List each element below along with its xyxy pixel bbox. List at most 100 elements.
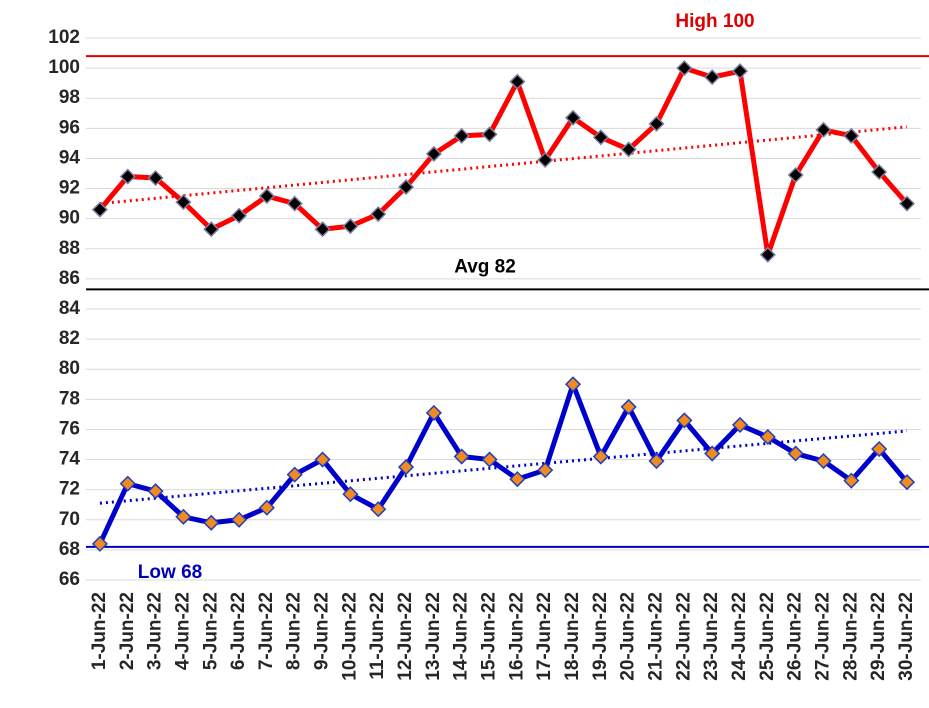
series-line (98, 65, 909, 258)
marker (147, 483, 164, 500)
marker (509, 73, 526, 90)
marker (731, 416, 749, 433)
y-tick-label: 78 (59, 388, 80, 409)
marker (676, 60, 693, 77)
x-tick-label: 22-Jun-22 (673, 592, 694, 681)
marker (119, 168, 136, 185)
marker (175, 508, 192, 525)
marker (787, 166, 804, 184)
x-tick-label: 25-Jun-22 (757, 592, 778, 681)
trendline (99, 125, 908, 206)
x-tick-label: 28-Jun-22 (840, 592, 861, 681)
y-tick-label: 74 (59, 449, 81, 470)
marker (537, 462, 554, 479)
marker (648, 453, 665, 470)
marker (898, 474, 916, 491)
x-tick-label: 26-Jun-22 (785, 592, 806, 681)
marker (843, 127, 860, 144)
marker (453, 448, 470, 465)
marker (91, 201, 108, 218)
y-tick-label: 100 (48, 57, 80, 78)
x-tick-label: 23-Jun-22 (701, 592, 722, 681)
marker (815, 121, 832, 138)
marker (592, 448, 609, 465)
y-tick-label: 88 (59, 238, 80, 259)
marker (425, 404, 442, 421)
reference-label: Low 68 (138, 562, 202, 583)
y-tick-label: 96 (59, 117, 80, 138)
marker (397, 178, 415, 196)
marker (704, 69, 721, 86)
y-tick-label: 94 (59, 147, 81, 168)
x-tick-label: 16-Jun-22 (506, 592, 527, 681)
x-tick-label: 14-Jun-22 (451, 592, 472, 681)
x-tick-label: 27-Jun-22 (813, 592, 834, 681)
x-tick-label: 15-Jun-22 (479, 592, 500, 681)
x-tick-label: 5-Jun-22 (200, 592, 221, 670)
x-tick-label: 21-Jun-22 (646, 592, 667, 681)
marker (592, 129, 609, 146)
x-tick-label: 29-Jun-22 (868, 592, 889, 681)
marker (787, 445, 804, 462)
marker (509, 471, 526, 488)
marker (342, 486, 359, 503)
marker (370, 206, 387, 223)
x-tick-label: 10-Jun-22 (339, 592, 360, 681)
x-tick-label: 4-Jun-22 (172, 592, 193, 670)
y-tick-label: 90 (59, 208, 80, 229)
reference-label: High 100 (675, 11, 754, 32)
marker (537, 151, 554, 169)
y-tick-label: 72 (59, 479, 80, 500)
marker (648, 115, 665, 132)
y-tick-label: 66 (59, 569, 80, 590)
marker (815, 453, 832, 470)
x-tick-label: 18-Jun-22 (562, 592, 583, 681)
marker (759, 246, 776, 263)
marker (731, 63, 749, 80)
marker (286, 195, 303, 212)
marker (370, 501, 387, 518)
marker (843, 472, 860, 489)
marker (342, 218, 359, 235)
y-tick-label: 76 (59, 418, 80, 439)
x-tick-label: 19-Jun-22 (590, 592, 611, 681)
x-tick-label: 30-Jun-22 (896, 592, 917, 681)
marker (759, 428, 776, 446)
x-tick-label: 6-Jun-22 (228, 592, 249, 670)
x-tick-label: 1-Jun-22 (89, 592, 110, 670)
y-tick-label: 92 (59, 178, 80, 199)
marker (620, 398, 637, 415)
marker (203, 221, 220, 238)
marker (203, 514, 220, 531)
x-tick-label: 2-Jun-22 (117, 592, 138, 670)
x-tick-label: 9-Jun-22 (312, 592, 333, 670)
marker (453, 127, 470, 144)
x-tick-label: 3-Jun-22 (145, 592, 166, 670)
marker (231, 511, 248, 528)
y-tick-label: 68 (59, 539, 80, 560)
reference-label: Avg 82 (454, 256, 516, 277)
x-tick-label: 11-Jun-22 (367, 592, 388, 680)
marker (676, 412, 693, 429)
marker (871, 440, 888, 458)
x-tick-label: 8-Jun-22 (284, 592, 305, 670)
marker (620, 141, 637, 158)
marker (258, 499, 275, 516)
y-tick-label: 82 (59, 328, 80, 349)
marker (119, 475, 136, 492)
marker (704, 445, 721, 462)
marker (425, 145, 442, 162)
y-tick-label: 86 (59, 268, 80, 289)
marker (564, 109, 582, 126)
marker (258, 188, 275, 205)
marker (91, 535, 108, 552)
marker (898, 195, 916, 212)
marker (314, 451, 331, 468)
x-tick-label: 7-Jun-22 (256, 592, 277, 670)
y-tick-label: 84 (59, 298, 81, 319)
y-tick-label: 70 (59, 509, 80, 530)
marker (286, 466, 303, 483)
y-tick-label: 102 (48, 27, 80, 48)
marker (231, 207, 248, 224)
marker (564, 376, 582, 393)
